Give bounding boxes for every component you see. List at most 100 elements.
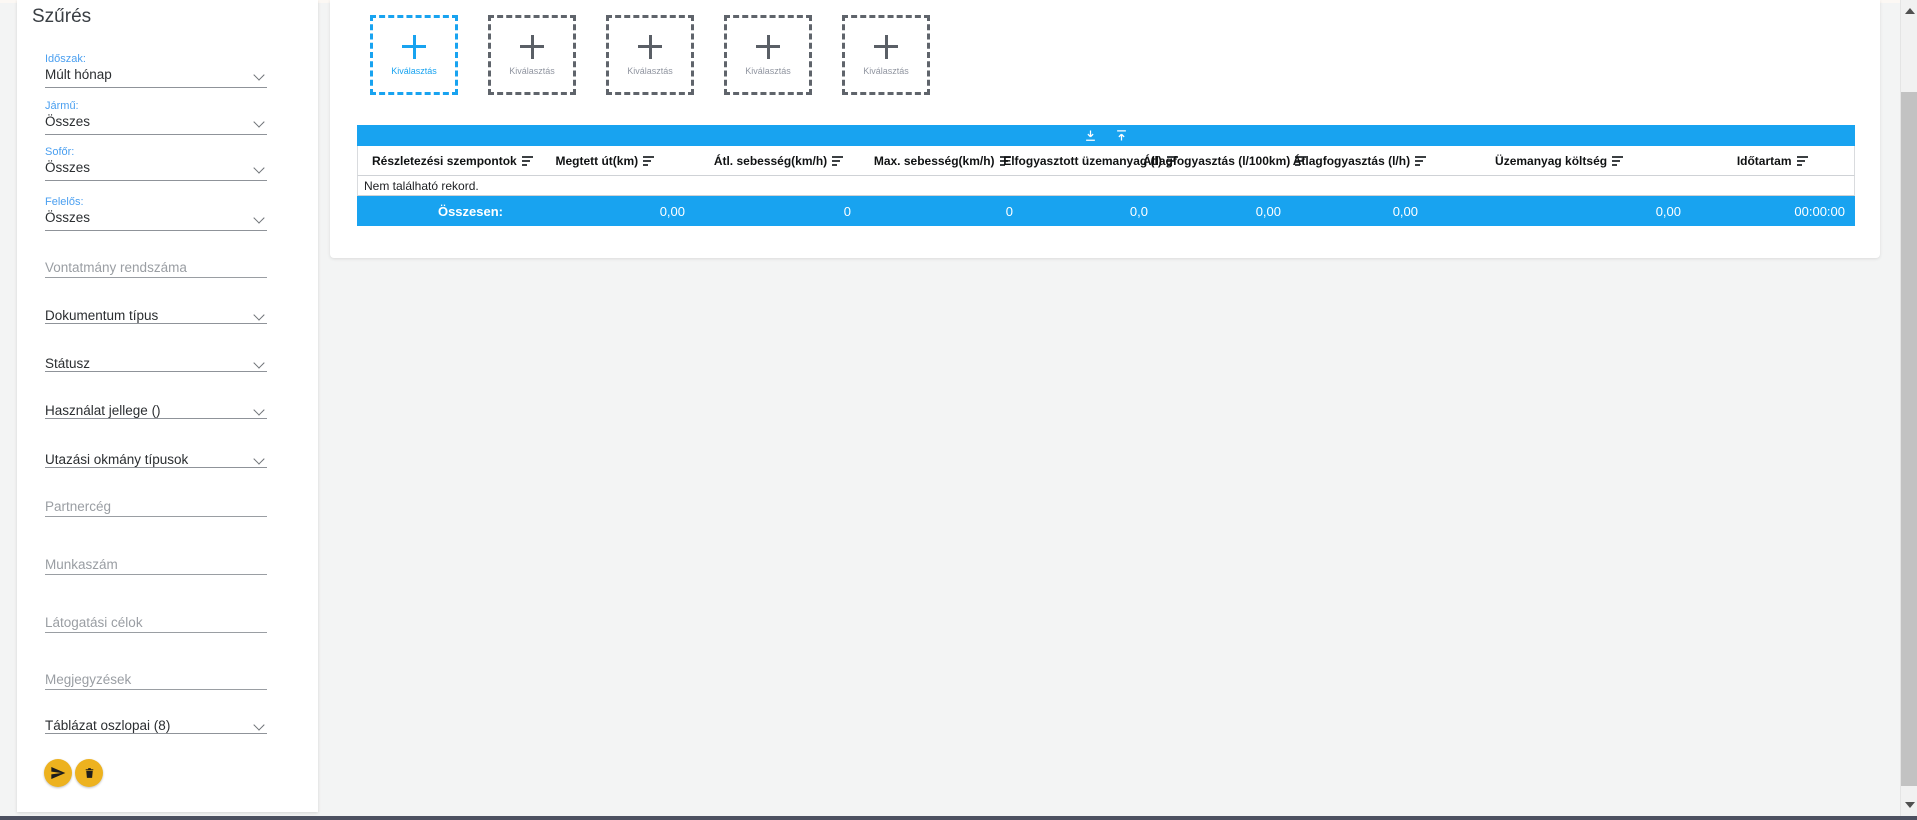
empty-message: Nem található rekord. <box>364 178 479 193</box>
column-header-label: Megtett út(km) <box>555 153 639 168</box>
selector-box[interactable]: Kiválasztás <box>724 15 812 95</box>
sort-icon[interactable] <box>1166 155 1178 166</box>
driver-label: Sofőr: <box>45 146 75 158</box>
apply-filter-button[interactable] <box>44 759 72 787</box>
field-underline <box>45 689 267 690</box>
period-select[interactable]: Időszak: Múlt hónap <box>45 53 267 88</box>
column-header[interactable]: Átlagfogyasztás (l/h) <box>1291 154 1428 168</box>
field-underline <box>45 230 267 231</box>
vertical-scrollbar[interactable] <box>1900 0 1917 816</box>
plus-icon <box>874 34 898 59</box>
column-header[interactable]: Megtett út(km) <box>514 154 696 168</box>
plus-icon <box>402 34 426 59</box>
plus-icon <box>756 34 780 59</box>
clear-filter-button[interactable] <box>75 759 103 787</box>
scroll-up-arrow-icon[interactable] <box>1905 8 1915 14</box>
chevron-down-icon <box>253 69 265 81</box>
selector-box[interactable]: Kiválasztás <box>370 15 458 95</box>
sort-icon[interactable] <box>999 155 1011 166</box>
column-header[interactable]: Átlagfogyasztás (l/100km) <box>1143 154 1307 168</box>
totals-value: 0,00 <box>1392 203 1418 219</box>
table-columns-value: Táblázat oszlopai (8) <box>45 718 171 733</box>
table-header-row: Részletezési szempontok Megtett út(km) Átl… <box>357 146 1855 176</box>
vehicle-select[interactable]: Jármű: Összes <box>45 100 267 135</box>
period-label: Időszak: <box>45 53 86 65</box>
send-icon <box>51 767 66 779</box>
visit-purpose-input[interactable] <box>45 615 267 630</box>
totals-value: 0,00 <box>659 203 685 219</box>
chevron-down-icon <box>253 212 265 224</box>
column-header-label: Időtartam <box>1736 153 1792 168</box>
document-type-select[interactable]: Dokumentum típus <box>45 308 267 324</box>
selector-box[interactable]: Kiválasztás <box>488 15 576 95</box>
responsible-select[interactable]: Felelős: Összes <box>45 196 267 231</box>
work-number-input[interactable] <box>45 557 267 572</box>
table-columns-select[interactable]: Táblázat oszlopai (8) <box>45 718 267 734</box>
selector-box-label: Kiválasztás <box>627 65 673 76</box>
results-table: Részletezési szempontok Megtett út(km) Átl… <box>357 125 1855 226</box>
column-header[interactable]: Időtartam <box>1690 154 1854 168</box>
column-header-label: Átlagfogyasztás (l/h) <box>1292 153 1411 168</box>
upload-icon[interactable] <box>1114 128 1129 143</box>
sort-icon[interactable] <box>832 155 844 166</box>
totals-value: 0,00 <box>1255 203 1281 219</box>
table-toolbar <box>357 125 1855 146</box>
scrollbar-thumb[interactable] <box>1901 92 1917 786</box>
column-header[interactable]: Max. sebesség(km/h) <box>861 154 1023 168</box>
selector-box-label: Kiválasztás <box>509 65 555 76</box>
notes-field <box>45 671 267 690</box>
scroll-down-arrow-icon[interactable] <box>1905 802 1915 808</box>
sort-icon[interactable] <box>1415 155 1427 166</box>
bottom-edge-strip <box>0 816 1917 820</box>
download-icon[interactable] <box>1083 128 1098 143</box>
totals-label: Összesen: <box>437 203 503 219</box>
selector-box[interactable]: Kiválasztás <box>842 15 930 95</box>
column-header[interactable]: Elfogyasztott üzemanyag (l) <box>1003 154 1178 168</box>
plus-icon <box>638 34 662 59</box>
chevron-down-icon <box>253 116 265 128</box>
partner-company-input[interactable] <box>45 499 267 514</box>
totals-value: 0 <box>843 203 851 219</box>
usage-type-value: Használat jellege () <box>45 403 161 418</box>
field-underline <box>45 467 267 468</box>
field-underline <box>45 418 267 419</box>
visit-purpose-field <box>45 614 267 633</box>
selector-box[interactable]: Kiválasztás <box>606 15 694 95</box>
field-underline <box>45 277 267 278</box>
sort-icon[interactable] <box>521 155 533 166</box>
table-totals-row: Összesen: 0,00 0 0 0,0 0,00 0,00 0,00 00:00:00 <box>357 196 1855 226</box>
chevron-down-icon <box>253 162 265 174</box>
report-panel: Kiválasztás Kiválasztás Kiválasztás Kivá… <box>330 0 1880 258</box>
sort-icon[interactable] <box>1612 155 1624 166</box>
field-underline <box>45 574 267 575</box>
field-underline <box>45 87 267 88</box>
responsible-value: Összes <box>45 210 91 225</box>
column-header-label: Részletezési szempontok <box>372 153 517 168</box>
usage-type-select[interactable]: Használat jellege () <box>45 403 267 419</box>
column-header-label: Üzemanyag költség <box>1495 153 1608 168</box>
field-underline <box>45 323 267 324</box>
document-type-value: Dokumentum típus <box>45 308 159 323</box>
status-select[interactable]: Státusz <box>45 356 267 372</box>
sort-icon[interactable] <box>1796 155 1808 166</box>
travel-document-value: Utazási okmány típusok <box>45 452 189 467</box>
column-header-label: Max. sebesség(km/h) <box>873 153 995 168</box>
column-header-label: Elfogyasztott üzemanyag (l) <box>1003 153 1162 168</box>
travel-document-select[interactable]: Utazási okmány típusok <box>45 452 267 468</box>
trailer-plate-field <box>45 259 267 278</box>
field-underline <box>45 632 267 633</box>
sort-icon[interactable] <box>643 155 655 166</box>
notes-input[interactable] <box>45 672 267 687</box>
totals-value: 00:00:00 <box>1794 203 1845 219</box>
driver-select[interactable]: Sofőr: Összes <box>45 146 267 181</box>
totals-value: 0,00 <box>1655 203 1681 219</box>
sort-icon[interactable] <box>1295 155 1307 166</box>
vehicle-label: Jármű: <box>45 100 79 112</box>
trailer-plate-input[interactable] <box>45 260 267 275</box>
period-value: Múlt hónap <box>45 67 112 82</box>
column-header[interactable]: Üzemanyag költség <box>1428 154 1691 168</box>
status-value: Státusz <box>45 356 91 371</box>
column-header[interactable]: Átl. sebesség(km/h) <box>696 154 862 168</box>
column-header[interactable]: Részletezési szempontok <box>358 153 533 168</box>
field-underline <box>45 733 267 734</box>
